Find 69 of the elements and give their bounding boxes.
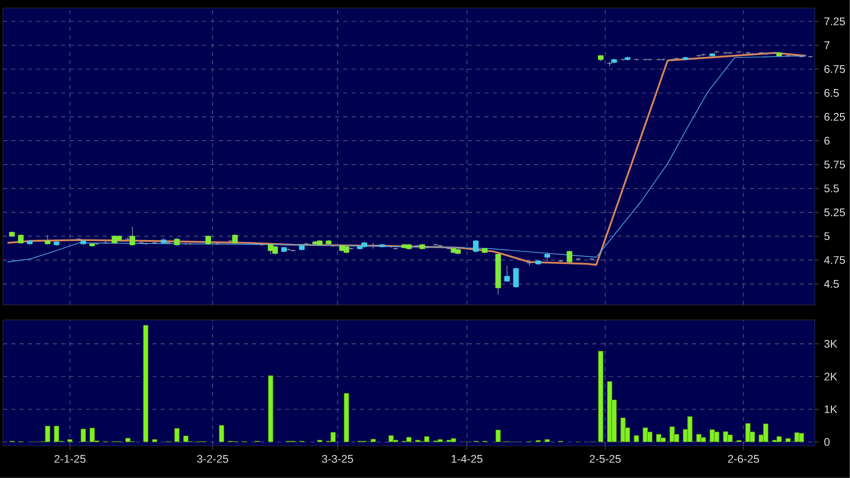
- bar: [776, 436, 782, 442]
- candlestick: [566, 250, 572, 264]
- bar: [44, 426, 50, 442]
- candlestick: [18, 234, 24, 244]
- x-tick-label: 2-1-25: [54, 454, 86, 463]
- candlestick: [674, 57, 680, 60]
- bar: [344, 393, 350, 442]
- bar: [634, 435, 640, 442]
- y-tick-label: 3K: [824, 340, 838, 348]
- bar: [152, 439, 158, 442]
- y-tick-label: 7.25: [824, 17, 845, 26]
- y-tick-label: 5.25: [824, 208, 845, 216]
- candlestick: [130, 226, 136, 246]
- candlestick: [102, 240, 108, 244]
- candlestick: [165, 242, 171, 244]
- x-tick-label: 3-2-25: [197, 454, 228, 463]
- bar: [183, 436, 189, 442]
- bar: [794, 432, 800, 442]
- x-tick-label: 3-3-25: [322, 454, 354, 463]
- candlestick: [446, 247, 452, 250]
- candlestick: [232, 234, 238, 244]
- bar: [67, 439, 73, 442]
- y-tick-label: 0: [824, 438, 830, 446]
- bar: [370, 438, 376, 442]
- bar: [495, 430, 501, 442]
- candlestick: [44, 234, 50, 246]
- bar: [745, 423, 751, 442]
- y-tick-label: 6: [824, 136, 830, 145]
- y-tick-label: 6.75: [824, 65, 845, 74]
- y-tick-label: 5.5: [824, 184, 839, 192]
- bar: [125, 438, 131, 442]
- y-tick-label: 5.75: [824, 160, 845, 168]
- bar: [437, 439, 443, 442]
- bar: [727, 434, 733, 442]
- x-tick-label: 2-5-25: [590, 454, 621, 463]
- bar: [598, 350, 604, 442]
- candlestick: [460, 246, 466, 249]
- candlestick: [392, 247, 398, 250]
- y-tick-label: 4.75: [824, 256, 845, 264]
- bar: [696, 434, 702, 442]
- candlestick: [687, 57, 693, 60]
- y-tick-label: 7: [824, 41, 830, 50]
- candlestick: [348, 247, 354, 250]
- bar: [218, 425, 224, 442]
- x-tick-label: 1-4-25: [452, 454, 482, 463]
- candlestick: [727, 52, 733, 54]
- y-tick-label: 5: [824, 232, 830, 240]
- bar: [450, 438, 456, 442]
- y-tick-label: 1K: [824, 405, 838, 414]
- y-tick-label: 4.5: [824, 280, 839, 288]
- y-tick-label: 2K: [824, 372, 838, 380]
- candlestick: [745, 52, 751, 54]
- candlestick: [576, 258, 582, 260]
- bar: [330, 432, 336, 442]
- bar: [143, 324, 148, 442]
- candlestick: [473, 240, 479, 253]
- candlestick: [388, 245, 394, 248]
- bar: [785, 438, 791, 442]
- x-tick-label: 2-6-25: [728, 454, 759, 463]
- candlestick: [504, 265, 510, 282]
- y-tick-label: 6.5: [824, 89, 839, 97]
- candlestick: [205, 234, 211, 246]
- candlestick: [513, 267, 519, 288]
- y-tick-label: 6.25: [824, 112, 845, 121]
- bar: [544, 439, 550, 442]
- bar: [80, 428, 86, 442]
- bar: [268, 375, 274, 442]
- candlestick: [798, 55, 804, 58]
- bar: [174, 428, 180, 442]
